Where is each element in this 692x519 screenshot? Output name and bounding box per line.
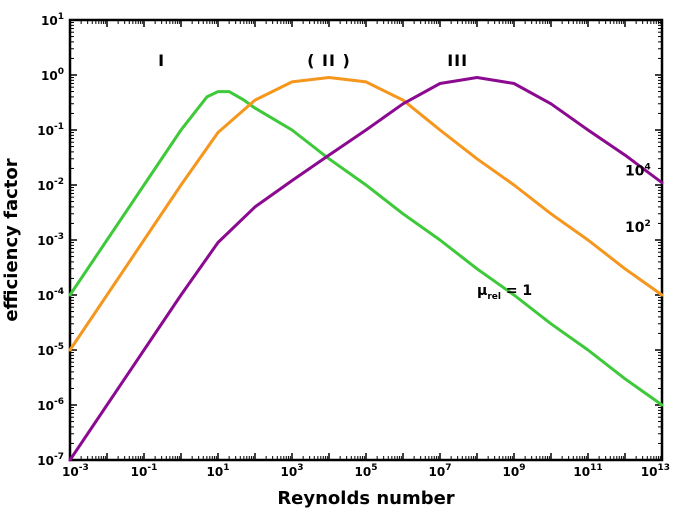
- y-tick-label: 10-2: [37, 177, 64, 193]
- x-tick-label: 109: [503, 463, 526, 479]
- y-tick-label: 10-5: [37, 342, 64, 358]
- y-tick-label: 10-6: [37, 397, 64, 413]
- series-lines: [68, 76, 664, 462]
- y-tick-label: 101: [41, 12, 64, 28]
- x-tick-label: 1013: [641, 463, 670, 479]
- plot-frame: [68, 18, 664, 462]
- annotation-orange: 102: [625, 219, 651, 236]
- y-tick-label: 10-4: [37, 287, 64, 303]
- x-tick-label: 101: [207, 463, 230, 479]
- series-line-2: [68, 76, 664, 352]
- tick-labels: 10-3 10-1 101 103 105 107 109 1011 1013 10-7 10-6 1…: [37, 12, 670, 479]
- axis-ticks: [69, 19, 663, 461]
- regime-labels: I ( II ) III: [158, 51, 468, 70]
- x-tick-label: 103: [281, 463, 304, 479]
- series-line-3: [68, 76, 664, 462]
- x-tick-label: 10-1: [131, 463, 158, 479]
- region-label: ( II ): [307, 51, 351, 70]
- y-tick-label: 10-1: [37, 122, 64, 138]
- series-line-1: [68, 90, 664, 407]
- region-label: I: [158, 51, 165, 70]
- annotation-purple: 104: [625, 162, 651, 179]
- y-tick-label: 100: [41, 67, 64, 83]
- x-tick-label: 105: [355, 463, 378, 479]
- curve-annotations: μrel = 1 102 104: [477, 162, 651, 302]
- x-tick-label: 107: [429, 463, 452, 479]
- y-tick-label: 10-3: [37, 232, 64, 248]
- y-tick-label: 10-7: [37, 452, 64, 468]
- y-axis-title: efficiency factor: [1, 158, 22, 321]
- x-tick-label: 10-3: [62, 463, 89, 479]
- x-axis-title: Reynolds number: [277, 488, 454, 509]
- region-label: III: [447, 51, 468, 70]
- annotation-green: μrel = 1: [477, 283, 532, 302]
- x-tick-label: 1011: [573, 463, 602, 479]
